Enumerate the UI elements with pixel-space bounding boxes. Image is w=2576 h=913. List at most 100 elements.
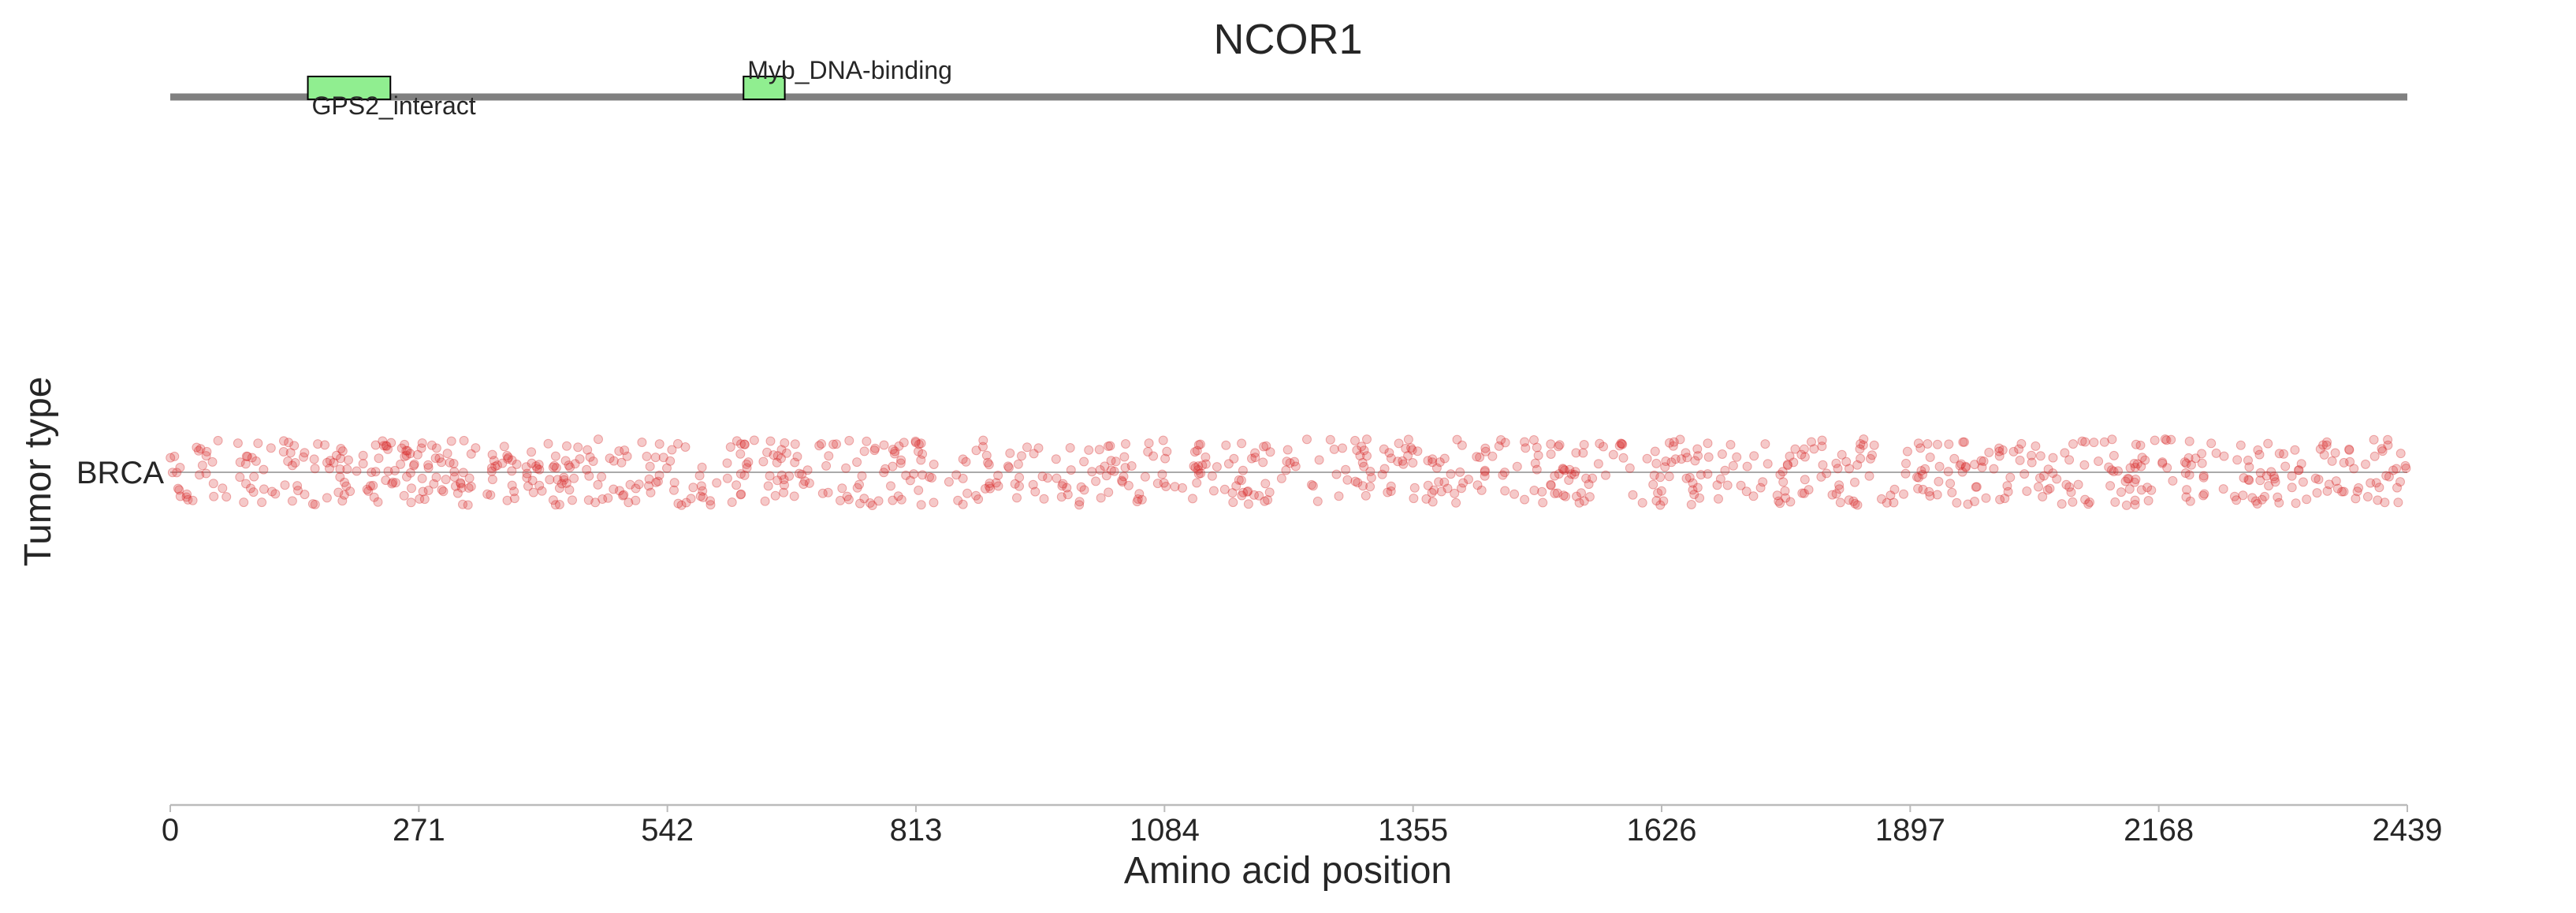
mutation-point	[1785, 497, 1796, 507]
mutation-point	[2380, 497, 2390, 508]
mutation-point	[406, 497, 416, 508]
mutation-point	[2066, 487, 2076, 497]
mutation-point	[1584, 492, 1595, 502]
mutation-point	[287, 460, 297, 471]
mutation-point	[2269, 471, 2279, 482]
mutation-point	[1091, 476, 1101, 486]
mutation-point	[1693, 451, 1703, 461]
mutation-point	[463, 500, 473, 510]
mutation-point	[1960, 437, 1969, 447]
mutation-point	[1692, 483, 1703, 493]
mutation-point	[1143, 447, 1153, 456]
mutation-point	[944, 477, 954, 487]
mutation-point	[2181, 458, 2191, 468]
mutation-point	[2027, 457, 2037, 468]
mutation-point	[862, 436, 872, 446]
x-tick-label-0: 0	[162, 813, 179, 848]
mutation-point	[1509, 489, 1520, 499]
mutation-point	[772, 451, 783, 461]
mutation-point	[1451, 497, 1461, 508]
mutation-point	[1561, 491, 1571, 501]
mutation-point	[1550, 488, 1560, 498]
mutation-point	[1923, 439, 1933, 449]
mutation-point	[895, 458, 906, 468]
mutation-point	[310, 499, 320, 509]
mutation-point	[570, 459, 580, 469]
mutation-point	[1229, 453, 1239, 464]
mutation-point	[1421, 494, 1431, 504]
mutation-point	[423, 463, 434, 473]
mutation-point	[1500, 486, 1510, 496]
mutation-point	[2261, 471, 2272, 481]
mutation-point	[1353, 478, 1363, 488]
mutation-point	[2290, 445, 2300, 455]
mutation-point	[1189, 461, 1199, 471]
mutation-point	[739, 470, 750, 480]
mutation-point	[2019, 469, 2030, 479]
mutation-point	[1377, 469, 1387, 479]
mutation-point	[765, 436, 776, 446]
mutation-point	[1126, 461, 1137, 471]
mutation-point	[686, 494, 696, 504]
mutation-point	[2113, 466, 2123, 476]
mutation-point	[1406, 443, 1416, 453]
mutation-point	[1192, 478, 1202, 488]
mutation-point	[1934, 461, 1945, 471]
mutation-point	[1201, 459, 1211, 469]
mutation-point	[1442, 483, 1453, 494]
mutation-point	[653, 476, 663, 486]
mutation-point	[1703, 438, 1713, 449]
mutation-point	[2351, 494, 2361, 504]
mutation-point	[1109, 466, 1119, 476]
mutation-point	[1755, 483, 1766, 493]
mutation-point	[842, 491, 852, 501]
mutation-point	[1867, 450, 1877, 460]
mutation-point	[320, 440, 329, 450]
mutation-point	[345, 486, 356, 497]
mutation-point	[914, 446, 923, 456]
mutation-point	[1386, 486, 1396, 496]
mutation-point	[1955, 460, 1965, 471]
mutation-point	[1994, 451, 2005, 461]
mutation-point	[2366, 478, 2376, 488]
mutation-point	[464, 473, 475, 483]
mutation-point	[562, 441, 571, 451]
mutation-point	[736, 489, 746, 499]
mutation-point	[1359, 445, 1369, 456]
mutation-point	[399, 490, 409, 501]
mutation-point	[1159, 478, 1169, 488]
mutation-point	[287, 496, 297, 506]
mutation-point	[352, 466, 362, 476]
mutation-point	[2161, 435, 2172, 445]
mutation-point	[257, 497, 267, 508]
mutation-point	[1254, 490, 1264, 501]
mutation-point	[1688, 485, 1698, 495]
mutation-point	[1475, 453, 1485, 462]
mutation-point	[1934, 476, 1944, 486]
mutation-point	[2130, 500, 2140, 509]
mutation-point	[1932, 490, 1942, 500]
mutation-point	[285, 448, 296, 458]
mutation-point	[2116, 487, 2126, 497]
mutation-point	[1480, 443, 1491, 453]
mutation-point	[1314, 455, 1324, 465]
mutation-point	[631, 483, 641, 494]
mutation-point	[790, 457, 800, 468]
mutation-point	[1913, 483, 1923, 494]
mutation-point	[1004, 463, 1014, 473]
mutation-point	[550, 451, 560, 461]
mutation-point	[456, 479, 466, 489]
mutation-point	[776, 470, 787, 480]
mutation-point	[412, 449, 423, 460]
mutation-point	[2162, 463, 2172, 473]
mutation-point	[1529, 435, 1539, 445]
mutation-point	[2331, 476, 2341, 486]
mutation-point	[765, 471, 775, 481]
mutation-point	[1748, 491, 1759, 501]
mutation-point	[1994, 446, 2005, 456]
mutation-point	[1423, 456, 1433, 466]
mutation-point	[1362, 434, 1372, 445]
mutation-point	[1160, 453, 1171, 464]
mutation-point	[1148, 451, 1159, 461]
mutation-point	[2349, 464, 2359, 474]
